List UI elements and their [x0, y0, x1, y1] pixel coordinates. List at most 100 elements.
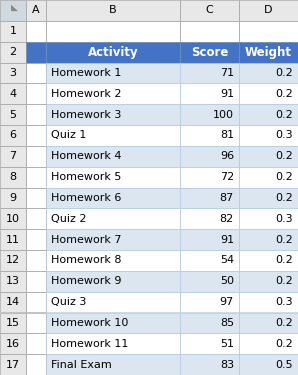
Bar	[46, 42, 180, 63]
Text: 0.3: 0.3	[275, 130, 293, 140]
Bar	[46, 104, 180, 125]
Bar	[46, 21, 180, 42]
Text: 11: 11	[6, 235, 20, 244]
Bar	[0, 292, 26, 312]
Bar	[46, 166, 180, 188]
Text: 83: 83	[220, 360, 234, 370]
Bar	[180, 292, 239, 312]
Text: Quiz 2: Quiz 2	[51, 214, 86, 224]
Bar	[26, 83, 46, 104]
Bar	[239, 354, 298, 375]
Bar	[180, 312, 239, 333]
Text: 0.2: 0.2	[275, 255, 293, 266]
Bar	[26, 166, 46, 188]
Bar	[239, 146, 298, 166]
Text: 7: 7	[10, 151, 17, 161]
Bar	[0, 42, 26, 63]
Bar	[26, 21, 46, 42]
Bar	[0, 21, 26, 42]
Text: 1: 1	[10, 26, 16, 36]
Bar	[26, 271, 46, 292]
Bar	[180, 104, 239, 125]
Bar	[26, 209, 46, 229]
Bar	[239, 125, 298, 146]
Bar	[239, 0, 298, 21]
Bar	[0, 83, 26, 104]
Text: Homework 2: Homework 2	[51, 89, 122, 99]
Bar	[239, 21, 298, 42]
Bar	[239, 312, 298, 333]
Bar	[0, 166, 26, 188]
Bar	[46, 146, 180, 166]
Bar	[26, 0, 46, 21]
Bar	[239, 42, 298, 63]
Bar	[239, 63, 298, 83]
Bar	[26, 333, 46, 354]
Bar	[180, 104, 239, 125]
Bar	[0, 125, 26, 146]
Text: 0.2: 0.2	[275, 318, 293, 328]
Bar	[46, 146, 180, 166]
Text: 0.2: 0.2	[275, 89, 293, 99]
Text: B: B	[109, 5, 117, 15]
Text: D: D	[264, 5, 273, 15]
Text: Homework 11: Homework 11	[51, 339, 128, 349]
Text: 3: 3	[10, 68, 16, 78]
Text: 14: 14	[6, 297, 20, 307]
Text: 0.5: 0.5	[275, 360, 293, 370]
Bar	[0, 188, 26, 209]
Text: 17: 17	[6, 360, 20, 370]
Bar	[26, 21, 46, 42]
Bar	[239, 209, 298, 229]
Bar	[46, 0, 180, 21]
Bar	[46, 42, 180, 63]
Bar	[239, 271, 298, 292]
Bar	[46, 188, 180, 209]
Text: 4: 4	[10, 89, 17, 99]
Text: Homework 8: Homework 8	[51, 255, 122, 266]
Text: Homework 3: Homework 3	[51, 110, 121, 120]
Bar	[239, 209, 298, 229]
Bar	[26, 209, 46, 229]
Text: 91: 91	[220, 89, 234, 99]
Bar	[180, 146, 239, 166]
Bar	[239, 188, 298, 209]
Bar	[239, 125, 298, 146]
Text: Quiz 1: Quiz 1	[51, 130, 86, 140]
Bar	[46, 63, 180, 83]
Bar	[0, 292, 26, 312]
Text: C: C	[206, 5, 213, 15]
Bar	[26, 146, 46, 166]
Bar	[180, 188, 239, 209]
Bar	[26, 333, 46, 354]
Bar	[26, 271, 46, 292]
Text: 97: 97	[220, 297, 234, 307]
Bar	[0, 146, 26, 166]
Bar	[180, 42, 239, 63]
Bar	[0, 166, 26, 188]
Bar	[46, 166, 180, 188]
Text: Homework 6: Homework 6	[51, 193, 121, 203]
Bar	[26, 83, 46, 104]
Bar	[180, 354, 239, 375]
Bar	[26, 188, 46, 209]
Bar	[26, 250, 46, 271]
Bar	[0, 229, 26, 250]
Bar	[0, 0, 26, 21]
Bar	[0, 271, 26, 292]
Bar	[26, 104, 46, 125]
Bar	[239, 229, 298, 250]
Text: Activity: Activity	[88, 46, 138, 58]
Bar	[26, 354, 46, 375]
Text: 0.2: 0.2	[275, 193, 293, 203]
Text: 0.2: 0.2	[275, 110, 293, 120]
Text: Final Exam: Final Exam	[51, 360, 112, 370]
Bar	[180, 42, 239, 63]
Bar	[239, 42, 298, 63]
Bar	[180, 63, 239, 83]
Bar	[0, 104, 26, 125]
Bar	[26, 63, 46, 83]
Bar	[180, 354, 239, 375]
Text: 51: 51	[220, 339, 234, 349]
Text: 13: 13	[6, 276, 20, 286]
